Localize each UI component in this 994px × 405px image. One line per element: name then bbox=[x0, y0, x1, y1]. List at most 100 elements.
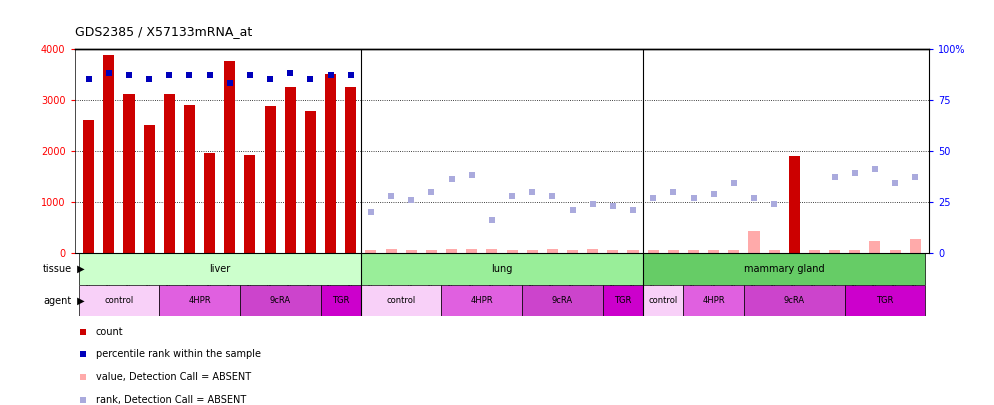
Text: count: count bbox=[96, 326, 123, 337]
Point bbox=[161, 72, 177, 79]
Point bbox=[524, 188, 540, 195]
Point bbox=[423, 188, 439, 195]
Bar bbox=[684, 285, 744, 316]
Bar bbox=[284, 87, 296, 253]
Bar bbox=[910, 239, 920, 253]
Point bbox=[827, 174, 843, 181]
Bar bbox=[627, 250, 638, 253]
Bar bbox=[729, 249, 740, 253]
Text: 9cRA: 9cRA bbox=[783, 296, 805, 305]
Point bbox=[262, 76, 278, 83]
Point bbox=[584, 200, 600, 207]
Point bbox=[443, 176, 459, 183]
Text: control: control bbox=[104, 296, 133, 305]
Text: TGR: TGR bbox=[614, 296, 631, 305]
Bar bbox=[446, 249, 457, 253]
Point bbox=[343, 72, 359, 79]
Point bbox=[867, 166, 883, 173]
Bar bbox=[768, 250, 779, 253]
Bar bbox=[386, 249, 397, 253]
Bar bbox=[466, 249, 477, 253]
Point bbox=[141, 76, 157, 83]
Bar bbox=[648, 250, 659, 253]
Text: GDS2385 / X57133mRNA_at: GDS2385 / X57133mRNA_at bbox=[75, 26, 251, 38]
Bar bbox=[425, 249, 437, 253]
Bar bbox=[744, 285, 845, 316]
Point bbox=[484, 217, 500, 224]
Point bbox=[686, 194, 702, 201]
Point bbox=[888, 180, 904, 187]
Bar bbox=[159, 285, 240, 316]
Bar bbox=[143, 125, 155, 253]
Bar bbox=[547, 249, 558, 253]
Bar bbox=[870, 241, 881, 253]
Bar bbox=[264, 106, 275, 253]
Bar bbox=[245, 155, 255, 253]
Text: 9cRA: 9cRA bbox=[552, 296, 573, 305]
Bar bbox=[320, 285, 361, 316]
Bar bbox=[527, 250, 538, 253]
Point bbox=[706, 190, 722, 197]
Point bbox=[665, 188, 681, 195]
Point bbox=[182, 72, 198, 79]
Point bbox=[726, 180, 742, 187]
Bar bbox=[708, 250, 720, 253]
Text: ▶: ▶ bbox=[74, 264, 84, 274]
Bar bbox=[643, 253, 925, 285]
Bar bbox=[204, 153, 215, 253]
Bar bbox=[607, 250, 618, 253]
Point bbox=[565, 207, 580, 213]
Point bbox=[383, 192, 399, 199]
Text: control: control bbox=[387, 296, 415, 305]
Point bbox=[121, 72, 137, 79]
Bar bbox=[305, 111, 316, 253]
Bar bbox=[406, 250, 416, 253]
Text: TGR: TGR bbox=[332, 296, 349, 305]
Point bbox=[625, 207, 641, 213]
Point bbox=[302, 76, 318, 83]
Point bbox=[645, 194, 661, 201]
Point bbox=[766, 200, 782, 207]
Text: mammary gland: mammary gland bbox=[744, 264, 825, 274]
Point bbox=[81, 76, 96, 83]
Point bbox=[572, 140, 587, 147]
Bar bbox=[849, 250, 861, 253]
Bar bbox=[103, 55, 114, 253]
Text: rank, Detection Call = ABSENT: rank, Detection Call = ABSENT bbox=[96, 395, 247, 405]
Text: ▶: ▶ bbox=[74, 296, 84, 305]
Text: 4HPR: 4HPR bbox=[703, 296, 725, 305]
Bar bbox=[345, 87, 356, 253]
Point bbox=[847, 170, 863, 177]
Point bbox=[464, 172, 480, 179]
Bar bbox=[441, 285, 522, 316]
Point bbox=[100, 70, 116, 77]
Bar bbox=[522, 285, 602, 316]
Bar bbox=[890, 249, 901, 253]
Bar bbox=[366, 250, 377, 253]
Point bbox=[323, 72, 339, 79]
Point bbox=[202, 72, 218, 79]
Bar bbox=[225, 62, 236, 253]
Point bbox=[504, 192, 520, 199]
Bar bbox=[79, 253, 361, 285]
Bar bbox=[325, 74, 336, 253]
Bar bbox=[809, 250, 820, 253]
Bar bbox=[486, 249, 497, 253]
Point bbox=[222, 80, 238, 87]
Bar bbox=[240, 285, 320, 316]
Point bbox=[242, 72, 257, 79]
Point bbox=[908, 174, 923, 181]
Point bbox=[363, 209, 379, 215]
Text: control: control bbox=[649, 296, 678, 305]
Text: agent: agent bbox=[44, 296, 72, 305]
Bar bbox=[123, 94, 134, 253]
Point bbox=[404, 196, 419, 203]
Bar bbox=[567, 250, 579, 253]
Bar bbox=[79, 285, 159, 316]
Text: liver: liver bbox=[209, 264, 231, 274]
Bar bbox=[668, 249, 679, 253]
Bar bbox=[184, 105, 195, 253]
Bar bbox=[748, 231, 759, 253]
Bar bbox=[361, 253, 643, 285]
Bar bbox=[643, 285, 684, 316]
